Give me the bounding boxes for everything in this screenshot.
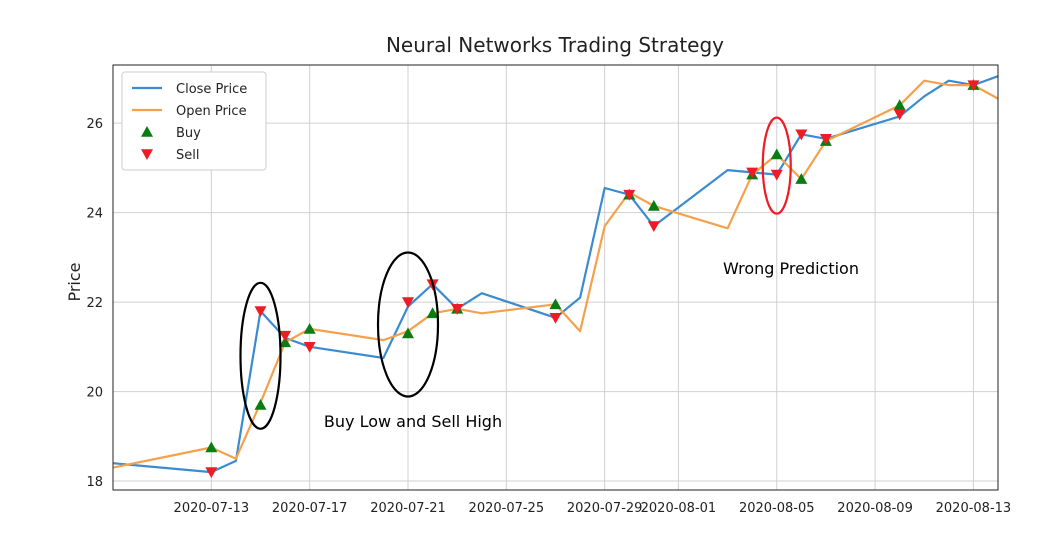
legend-box — [121, 71, 267, 171]
sell-marker — [647, 221, 660, 233]
y-tick-label: 18 — [86, 475, 103, 490]
x-tick-label: 2020-08-05 — [739, 501, 815, 516]
sell-marker — [402, 297, 414, 309]
y-tick-label: 24 — [86, 207, 103, 222]
buy-marker — [647, 199, 660, 211]
annotation-text: Buy Low and Sell High — [324, 412, 502, 431]
buy-marker — [893, 99, 906, 111]
sell-marker — [893, 109, 906, 121]
sell-marker — [205, 467, 218, 479]
sell-marker — [451, 304, 464, 315]
annotation-text: Wrong Prediction — [723, 259, 859, 278]
y-tick-label: 26 — [86, 117, 103, 132]
legend-label: Buy — [176, 126, 201, 141]
buy-marker — [549, 298, 562, 310]
legend-label: Open Price — [176, 104, 247, 119]
highlight-ellipse — [376, 251, 440, 398]
buy-marker — [770, 148, 783, 160]
x-tick-label: 2020-08-09 — [837, 501, 913, 516]
sell-marker — [746, 167, 759, 179]
y-axis-label: Price — [65, 262, 84, 301]
sell-marker — [967, 80, 980, 92]
sell-marker — [819, 134, 832, 145]
sell-marker — [770, 169, 783, 181]
x-tick-label: 2020-07-29 — [567, 501, 643, 516]
legend: Close Price Open Price Buy Sell — [121, 71, 267, 171]
sell-marker — [279, 330, 292, 342]
chart-title: Neural Networks Trading Strategy — [386, 33, 724, 57]
sell-marker — [549, 312, 562, 324]
x-tick-label: 2020-08-01 — [641, 501, 717, 516]
x-tick-label: 2020-07-21 — [370, 501, 446, 516]
legend-buy-swatch — [141, 126, 153, 137]
legend-label: Sell — [176, 148, 199, 163]
highlight-ellipse — [761, 116, 792, 215]
buy-marker — [426, 307, 439, 319]
sell-marker — [623, 189, 636, 201]
legend-label: Close Price — [176, 82, 247, 97]
buy-marker — [279, 336, 292, 348]
sell-marker — [303, 342, 316, 353]
buy-marker — [402, 327, 414, 339]
x-tick-label: 2020-08-13 — [936, 501, 1012, 516]
x-tick-label: 2020-07-17 — [272, 501, 348, 516]
buy-marker — [303, 322, 316, 334]
x-tick-label: 2020-07-13 — [174, 501, 250, 516]
y-tick-label: 20 — [86, 386, 103, 401]
legend-sell-swatch — [141, 149, 153, 160]
buy-marker — [795, 173, 808, 184]
sell-marker — [254, 306, 267, 318]
series-line-open-price — [113, 79, 998, 469]
sell-marker — [795, 129, 808, 141]
buy-marker — [254, 399, 267, 410]
x-tick-label: 2020-07-25 — [469, 501, 545, 516]
highlight-ellipse — [239, 281, 282, 430]
buy-marker — [205, 441, 218, 453]
y-tick-label: 22 — [86, 296, 103, 311]
plot-frame — [112, 64, 999, 491]
